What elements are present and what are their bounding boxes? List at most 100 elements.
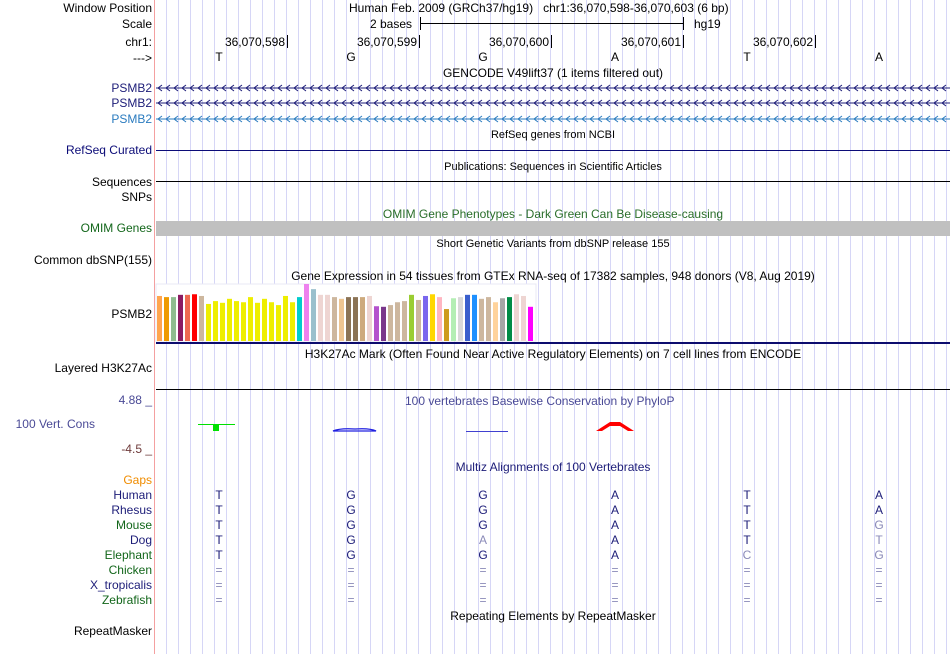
- gtex-tissue-bar[interactable]: [227, 298, 232, 341]
- gtex-tissue-bar[interactable]: [199, 295, 204, 341]
- alignment-base: G: [346, 518, 356, 532]
- gtex-tissue-bar[interactable]: [178, 294, 183, 341]
- dbsnp-label[interactable]: Common dbSNP(155): [33, 253, 152, 267]
- gtex-tissue-bar[interactable]: [157, 295, 162, 341]
- gtex-tissue-bar[interactable]: [262, 298, 267, 341]
- repeatmasker-label[interactable]: RepeatMasker: [73, 624, 152, 638]
- position-tick-label: 36,070,600: [488, 35, 549, 49]
- gtex-tissue-bar[interactable]: [213, 301, 218, 341]
- gtex-tissue-bar[interactable]: [472, 294, 477, 341]
- gtex-tissue-bar[interactable]: [206, 303, 211, 341]
- gtex-tissue-bar[interactable]: [367, 295, 372, 341]
- gtex-tissue-bar[interactable]: [381, 306, 386, 341]
- gtex-tissue-bar[interactable]: [255, 302, 260, 341]
- gtex-tissue-bar[interactable]: [388, 305, 393, 341]
- phylop-label[interactable]: 100 Vert. Cons: [15, 417, 95, 431]
- gtex-tissue-bar[interactable]: [514, 294, 519, 341]
- gene-model-psmb2[interactable]: [156, 84, 950, 92]
- omim-label[interactable]: OMIM Genes: [80, 221, 152, 235]
- gtex-tissue-bar[interactable]: [192, 294, 197, 341]
- gtex-tissue-bar[interactable]: [220, 302, 225, 341]
- species-label[interactable]: Elephant: [104, 548, 152, 562]
- h3k27ac-label[interactable]: Layered H3K27Ac: [54, 361, 152, 375]
- phylop-mark-blue: [332, 428, 377, 432]
- gtex-tissue-bar[interactable]: [437, 297, 442, 341]
- species-label[interactable]: Human: [113, 488, 152, 502]
- gtex-tissue-bar[interactable]: [311, 289, 316, 341]
- alignment-base: G: [478, 548, 488, 562]
- gtex-tissue-bar[interactable]: [395, 302, 400, 341]
- gtex-tissue-bar[interactable]: [283, 295, 288, 341]
- gtex-tissue-bar[interactable]: [479, 298, 484, 341]
- gtex-tissue-bar[interactable]: [241, 302, 246, 341]
- gtex-label[interactable]: PSMB2: [111, 307, 152, 321]
- gtex-tissue-bar[interactable]: [374, 306, 379, 341]
- gtex-tissue-bar[interactable]: [486, 297, 491, 341]
- species-label[interactable]: X_tropicalis: [89, 578, 152, 592]
- species-label[interactable]: Dog: [129, 533, 152, 547]
- scale-label[interactable]: Scale: [121, 17, 152, 31]
- alignment-base: G: [346, 533, 356, 547]
- gtex-tissue-bar[interactable]: [444, 309, 449, 341]
- gtex-tissue-bar[interactable]: [164, 297, 169, 341]
- gencode-gene-label[interactable]: PSMB2: [111, 96, 152, 110]
- gtex-tissue-bar[interactable]: [248, 297, 253, 341]
- gtex-tissue-bar[interactable]: [493, 302, 498, 341]
- gtex-tissue-bar[interactable]: [423, 295, 428, 341]
- species-label[interactable]: Rhesus: [111, 503, 152, 517]
- gtex-tissue-bar[interactable]: [458, 297, 463, 341]
- gtex-baseline: [156, 342, 950, 344]
- gtex-tissue-bar[interactable]: [318, 294, 323, 341]
- strand-label[interactable]: --->: [133, 51, 152, 65]
- refseq-gene-line[interactable]: [156, 150, 950, 151]
- gencode-gene-label[interactable]: PSMB2: [111, 112, 152, 126]
- gtex-tissue-bar[interactable]: [332, 297, 337, 341]
- omim-gene-bar[interactable]: [156, 221, 950, 236]
- chrom-label[interactable]: chr1:: [125, 35, 152, 49]
- gtex-tissue-bar[interactable]: [346, 297, 351, 341]
- gtex-tissue-bar[interactable]: [360, 297, 365, 341]
- gtex-tissue-bar[interactable]: [416, 299, 421, 341]
- snps-label[interactable]: SNPs: [121, 190, 152, 204]
- gtex-tissue-bar[interactable]: [339, 298, 344, 341]
- gtex-bar-chart[interactable]: [155, 283, 950, 344]
- gtex-tissue-bar[interactable]: [304, 284, 309, 341]
- gtex-tissue-bar[interactable]: [507, 297, 512, 341]
- publications-label[interactable]: Sequences: [91, 175, 152, 189]
- multiz-gaps-label[interactable]: Gaps: [123, 473, 152, 487]
- gtex-tissue-bar[interactable]: [185, 294, 190, 341]
- publications-line[interactable]: [156, 181, 950, 182]
- gtex-tissue-bar[interactable]: [234, 301, 239, 341]
- species-label[interactable]: Chicken: [108, 563, 152, 577]
- alignment-base: =: [479, 593, 487, 607]
- gtex-tissue-bar[interactable]: [409, 294, 414, 341]
- gtex-tissue-bar[interactable]: [528, 306, 533, 341]
- gtex-tissue-bar[interactable]: [500, 298, 505, 341]
- alignment-base: =: [215, 578, 223, 592]
- alignment-base: G: [346, 548, 356, 562]
- gtex-tissue-bar[interactable]: [353, 297, 358, 341]
- gene-model-psmb2[interactable]: [156, 99, 950, 107]
- gencode-title: GENCODE V49lift37 (1 items filtered out): [442, 66, 664, 80]
- gene-model-psmb2[interactable]: [156, 115, 950, 123]
- species-label[interactable]: Mouse: [115, 518, 152, 532]
- gtex-tissue-bar[interactable]: [521, 295, 526, 341]
- gtex-tissue-bar[interactable]: [402, 301, 407, 341]
- window-position-label[interactable]: Window Position: [63, 1, 152, 15]
- gtex-tissue-bar[interactable]: [451, 298, 456, 341]
- refseq-label[interactable]: RefSeq Curated: [65, 143, 152, 157]
- position-tick-label: 36,070,599: [356, 35, 417, 49]
- gtex-tissue-bar[interactable]: [269, 302, 274, 341]
- position-tick-label: 36,070,598: [224, 35, 285, 49]
- gtex-tissue-bar[interactable]: [465, 294, 470, 341]
- gtex-tissue-bar[interactable]: [430, 294, 435, 341]
- gtex-tissue-bar[interactable]: [297, 297, 302, 341]
- alignment-base: G: [346, 503, 356, 517]
- gtex-tissue-bar[interactable]: [171, 297, 176, 341]
- gtex-tissue-bar[interactable]: [325, 294, 330, 341]
- gencode-gene-label[interactable]: PSMB2: [111, 81, 152, 95]
- gtex-tissue-bar[interactable]: [276, 305, 281, 341]
- gtex-tissue-bar[interactable]: [290, 302, 295, 341]
- species-label[interactable]: Zebrafish: [101, 593, 152, 607]
